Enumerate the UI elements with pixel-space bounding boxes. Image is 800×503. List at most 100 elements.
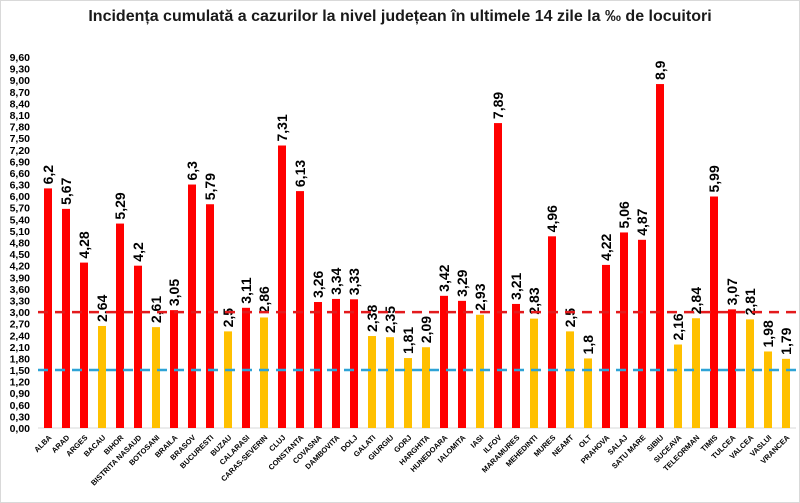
y-tick-label: 1,50 <box>10 365 31 377</box>
bar-alba <box>44 188 52 428</box>
chart-title: Incidența cumulată a cazurilor la nivel … <box>88 8 712 25</box>
bar-arad <box>62 208 70 428</box>
bar-vaslui <box>764 351 772 428</box>
data-label: 2,81 <box>742 288 758 315</box>
bar-bihor <box>116 223 124 428</box>
data-label: 4,28 <box>76 231 92 258</box>
bar-valcea <box>746 319 754 428</box>
bar-bistrita-nasaud <box>134 265 142 428</box>
data-label: 5,99 <box>706 165 722 192</box>
bar-olt <box>584 358 592 428</box>
bar-tulcea <box>728 309 736 428</box>
y-tick-label: 5,70 <box>10 203 31 215</box>
y-tick-label: 5,40 <box>10 214 31 226</box>
bar-covasna <box>314 302 322 428</box>
data-label: 2,86 <box>256 286 272 313</box>
bar-buzau <box>224 331 232 428</box>
bar-cluj <box>278 145 286 428</box>
y-tick-label: 1,80 <box>10 353 31 365</box>
data-label: 4,2 <box>130 242 146 262</box>
y-tick-label: 5,10 <box>10 226 31 238</box>
bar-dambovita <box>332 298 340 428</box>
bar-arges <box>80 262 88 428</box>
data-label: 3,07 <box>724 278 740 305</box>
y-tick-label: 0,30 <box>10 411 31 423</box>
category-label: ALBA <box>32 433 54 455</box>
bar-gorj <box>404 358 412 428</box>
y-tick-label: 4,80 <box>10 238 31 250</box>
bar-caras-severin <box>260 317 268 428</box>
bar-prahova <box>602 264 610 428</box>
data-label: 2,35 <box>382 306 398 333</box>
data-label: 2,09 <box>418 316 434 343</box>
y-tick-label: 0,00 <box>10 423 31 435</box>
bar-galati <box>368 336 376 428</box>
y-tick-label: 6,00 <box>10 191 31 203</box>
bar-mures <box>548 236 556 428</box>
bar-harghita <box>422 347 430 428</box>
bar-satu-mare <box>638 239 646 428</box>
bar-botosani <box>152 327 160 428</box>
data-label: 5,79 <box>202 173 218 200</box>
data-label: 3,26 <box>310 271 326 298</box>
data-label: 7,89 <box>490 92 506 119</box>
bar-constanta <box>296 191 304 428</box>
data-label: 3,11 <box>238 277 254 304</box>
bar-calarasi <box>242 307 250 428</box>
data-label: 2,83 <box>526 287 542 314</box>
y-tick-label: 0,90 <box>10 388 31 400</box>
data-label: 6,3 <box>184 161 200 181</box>
y-tick-label: 3,60 <box>10 284 31 296</box>
y-tick-label: 9,60 <box>10 52 31 64</box>
y-tick-label: 9,00 <box>10 75 31 87</box>
data-label: 5,67 <box>58 177 74 204</box>
bar-giurgiu <box>386 337 394 428</box>
data-label: 2,64 <box>94 295 110 322</box>
data-label: 3,34 <box>328 267 344 294</box>
data-label: 6,2 <box>40 165 56 185</box>
y-tick-label: 3,00 <box>10 307 31 319</box>
data-label: 1,81 <box>400 327 416 354</box>
data-label: 5,06 <box>616 201 632 228</box>
data-label: 2,84 <box>688 287 704 314</box>
y-tick-label: 6,90 <box>10 156 31 168</box>
data-label: 2,38 <box>364 305 380 332</box>
bar-dolj <box>350 299 358 428</box>
bar-vrancea <box>782 358 790 428</box>
bar-ialomita <box>458 300 466 428</box>
bar-brasov <box>188 184 196 428</box>
y-tick-label: 0,60 <box>10 400 31 412</box>
data-label: 5,29 <box>112 192 128 219</box>
y-tick-label: 8,40 <box>10 98 31 110</box>
bar-ilfov <box>494 123 502 428</box>
y-tick-label: 2,40 <box>10 330 31 342</box>
bar-iasi <box>476 314 484 428</box>
data-label: 2,61 <box>148 296 164 323</box>
data-label: 1,98 <box>760 320 776 347</box>
data-label: 1,8 <box>580 335 596 355</box>
data-label: 3,21 <box>508 272 524 299</box>
y-tick-label: 7,50 <box>10 133 31 145</box>
y-tick-label: 3,90 <box>10 272 31 284</box>
y-tick-label: 2,10 <box>10 342 31 354</box>
data-label: 3,33 <box>346 268 362 295</box>
y-tick-label: 4,20 <box>10 261 31 273</box>
data-label: 8,9 <box>652 60 668 80</box>
data-label: 1,79 <box>778 327 794 354</box>
data-label: 2,5 <box>220 308 236 328</box>
y-tick-label: 9,30 <box>10 64 31 76</box>
y-tick-label: 6,30 <box>10 180 31 192</box>
bar-bacau <box>98 325 106 428</box>
data-label: 3,42 <box>436 264 452 291</box>
y-tick-label: 7,20 <box>10 145 31 157</box>
bar-mehedinti <box>530 318 538 428</box>
data-label: 2,16 <box>670 313 686 340</box>
y-tick-label: 8,70 <box>10 87 31 99</box>
y-tick-label: 1,20 <box>10 377 31 389</box>
y-tick-label: 7,80 <box>10 122 31 134</box>
data-label: 4,87 <box>634 208 650 235</box>
y-tick-label: 8,10 <box>10 110 31 122</box>
data-label: 4,22 <box>598 233 614 260</box>
bar-teleorman <box>692 318 700 428</box>
